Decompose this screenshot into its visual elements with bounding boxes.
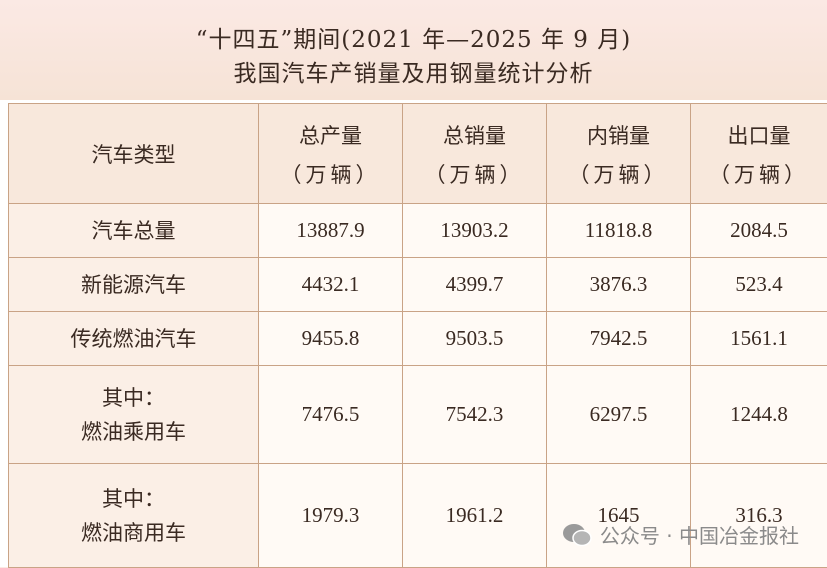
header-label: 内销量 xyxy=(547,119,690,153)
value-cell: 1244.8 xyxy=(691,366,827,464)
header-unit: （万辆） xyxy=(403,159,546,189)
header-cell: 出口量 （万辆） xyxy=(691,104,827,204)
row-label-cell: 其中：燃油乘用车 xyxy=(9,366,259,464)
header-unit: （万辆） xyxy=(259,159,402,189)
value-cell: 9455.8 xyxy=(259,312,403,366)
row-label-cell: 新能源汽车 xyxy=(9,258,259,312)
header-label: 总产量 xyxy=(259,119,402,153)
header-unit: （万辆） xyxy=(547,159,690,189)
value-cell: 1979.3 xyxy=(259,464,403,568)
watermark: 公众号 · 中国冶金报社 xyxy=(562,520,799,549)
row-label: 燃油乘用车 xyxy=(9,415,258,449)
value-cell: 9503.5 xyxy=(403,312,547,366)
value-cell: 316.3 xyxy=(691,464,827,568)
row-label: 新能源汽车 xyxy=(9,268,258,302)
value-cell: 7542.3 xyxy=(403,366,547,464)
value-cell: 2084.5 xyxy=(691,204,827,258)
header-unit: （万辆） xyxy=(691,159,827,189)
value-cell: 523.4 xyxy=(691,258,827,312)
watermark-text: 公众号 · 中国冶金报社 xyxy=(600,520,799,549)
value-cell: 6297.5 xyxy=(547,366,691,464)
value-cell: 1645 xyxy=(547,464,691,568)
row-label: 其中： xyxy=(9,482,258,516)
value-cell: 4399.7 xyxy=(403,258,547,312)
value-cell: 7942.5 xyxy=(547,312,691,366)
value-cell: 13887.9 xyxy=(259,204,403,258)
header-cell: 内销量 （万辆） xyxy=(547,104,691,204)
row-label: 传统燃油汽车 xyxy=(9,322,258,356)
value-cell: 4432.1 xyxy=(259,258,403,312)
header-row: 汽车类型总产量（万辆）总销量（万辆）内销量（万辆）出口量（万辆） xyxy=(9,104,827,204)
header-label: 汽车类型 xyxy=(92,143,176,167)
value-cell: 3876.3 xyxy=(547,258,691,312)
title-line: 我国汽车产销量及用钢量统计分析 xyxy=(0,54,827,88)
value-cell: 7476.5 xyxy=(259,366,403,464)
value-cell: 11818.8 xyxy=(547,204,691,258)
value-cell: 1961.2 xyxy=(403,464,547,568)
row-label: 燃油商用车 xyxy=(9,516,258,550)
wechat-icon xyxy=(562,522,592,548)
header-cell: 总产量 （万辆） xyxy=(259,104,403,204)
row-label: 汽车总量 xyxy=(9,214,258,248)
header-cell: 汽车类型 xyxy=(9,104,259,204)
header-label: 总销量 xyxy=(403,119,546,153)
row-label-cell: 汽车总量 xyxy=(9,204,259,258)
value-cell: 13903.2 xyxy=(403,204,547,258)
row-label-cell: 传统燃油汽车 xyxy=(9,312,259,366)
header-cell: 总销量 （万辆） xyxy=(403,104,547,204)
row-label: 其中： xyxy=(9,381,258,415)
title-line: “十四五”期间(2021 年—2025 年 9 月) xyxy=(0,20,827,54)
row-label-cell: 其中：燃油商用车 xyxy=(9,464,259,568)
value-cell: 1561.1 xyxy=(691,312,827,366)
header-label: 出口量 xyxy=(691,119,827,153)
